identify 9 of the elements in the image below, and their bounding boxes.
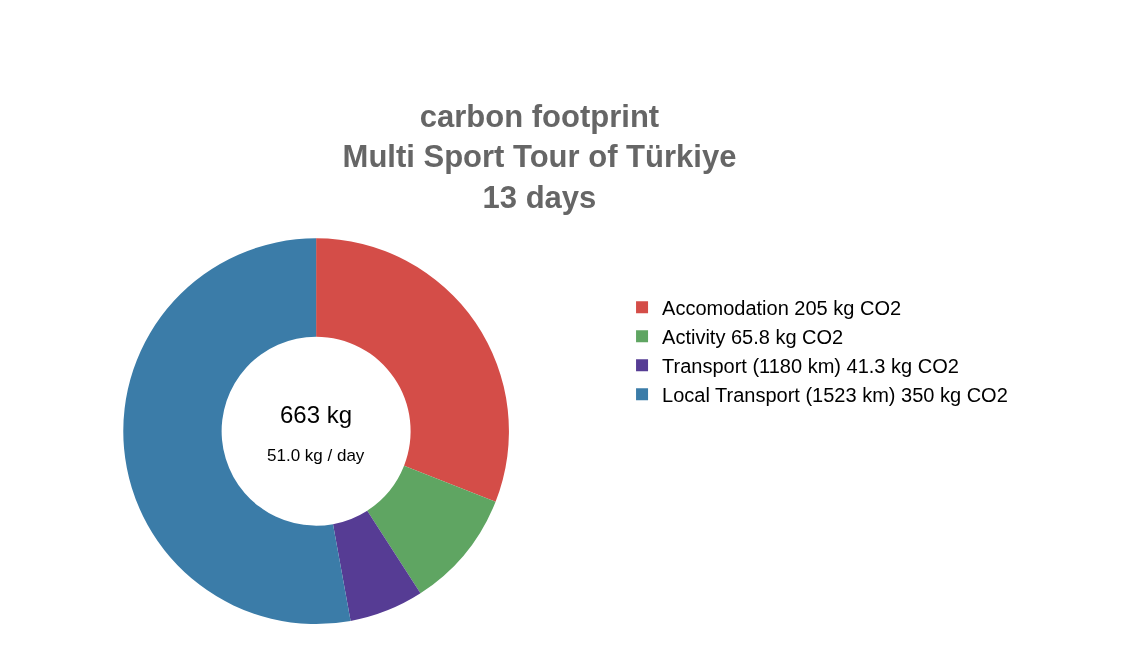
- legend-label: Transport (1180 km) 41.3 kg CO2: [662, 354, 959, 377]
- text: 51.0 kg / day: [267, 446, 365, 465]
- legend-label: Local Transport (1523 km) 350 kg CO2: [662, 383, 1008, 406]
- text: 663 kg: [280, 401, 353, 428]
- chart-title: carbon footprint Multi Sport Tour of Türkiye 13 days: [342, 99, 737, 215]
- legend-label: Accomodation 205 kg CO2: [662, 296, 902, 319]
- donut-slice: [367, 465, 496, 594]
- legend-label: Activity 65.8 kg CO2: [662, 325, 844, 348]
- donut-slice: [333, 510, 421, 621]
